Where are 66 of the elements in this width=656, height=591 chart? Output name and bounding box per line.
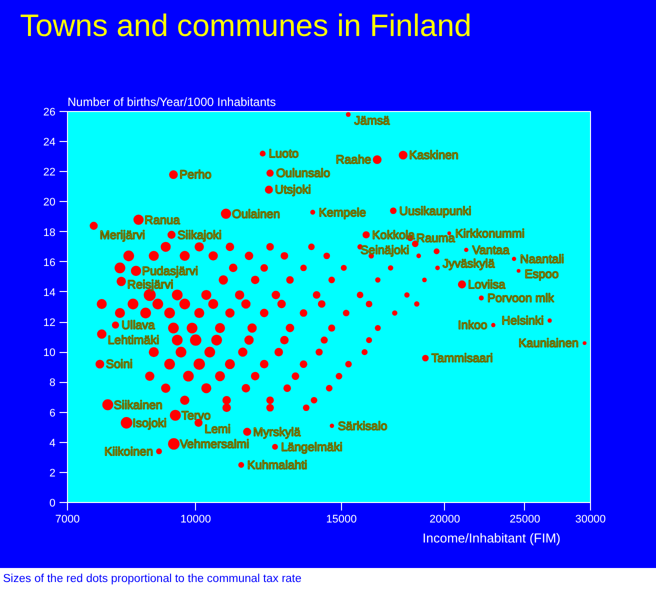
annotation: Helsinki: [502, 314, 544, 328]
annotation: Lehtimäki: [108, 333, 160, 348]
annotation: Uusikaupunki: [399, 204, 472, 218]
y-tick-label: 22: [43, 166, 56, 179]
y-tick-label: 16: [43, 256, 56, 269]
y-tick-label: 8: [49, 377, 56, 390]
annotation: Siikajoki: [178, 228, 222, 242]
annotation: Myrskylä: [253, 424, 301, 439]
text: Sizes of the red dots proportional to the communal tax rate: [3, 572, 302, 587]
annotation: Tammisaari: [431, 351, 493, 366]
y-tick-label: 0: [49, 498, 56, 510]
y-tick-label: 18: [43, 226, 56, 239]
annotation: Siikainen: [114, 398, 162, 412]
annotation: Vantaa: [472, 242, 510, 257]
annotation: Soini: [106, 357, 133, 372]
annotation: Luoto: [268, 146, 300, 161]
annotation: Porvoon mlk: [487, 290, 556, 305]
annotation: Tervo: [181, 408, 212, 422]
annotation: Naantali: [520, 252, 564, 266]
y-tick-label: 14: [43, 286, 56, 299]
annotation: Loviisa: [468, 277, 506, 292]
y-tick-label: 20: [43, 196, 56, 209]
annotation: Kiikoinen: [104, 444, 154, 458]
annotation: Merijärvi: [100, 228, 146, 242]
annotation: Längelmäki: [281, 440, 342, 454]
annotation: Vehmersalmi: [180, 436, 250, 451]
annotation: Särkisalo: [338, 418, 388, 433]
y-tick-label: 10: [43, 347, 56, 360]
annotation: Inkoo: [458, 318, 488, 332]
x-tick-label: 10000: [180, 514, 211, 526]
annotation: Espoo: [524, 266, 559, 281]
y-axis-title: Number of births/Year/1000 Inhabitants: [68, 95, 276, 109]
annotation: Rauma: [416, 230, 456, 245]
x-tick-label: 30000: [575, 514, 606, 526]
annotation: Kokkola: [372, 228, 416, 242]
x-axis-title: Income/Inhabitant (FIM): [422, 530, 560, 546]
annotation: Jyväskylä: [442, 256, 495, 270]
annotation: Ranua: [144, 212, 180, 227]
x-tick-label: 15000: [326, 514, 357, 526]
annotation: Pudasjärvi: [142, 264, 198, 278]
annotation: Kaskinen: [409, 148, 458, 162]
annotation: Kuhmalahti: [247, 458, 308, 472]
annotation: Utsjoki: [274, 182, 311, 197]
chart-title: Towns and communes in Finland: [20, 7, 472, 45]
annotation: Ullava: [121, 318, 156, 332]
annotation: Reisjärvi: [127, 277, 174, 292]
x-tick-label: 20000: [429, 514, 460, 526]
annotation: Raahe: [336, 152, 372, 167]
y-tick-label: 26: [43, 106, 56, 118]
annotation: Kauniainen: [518, 336, 579, 350]
y-tick-label: 12: [43, 317, 56, 330]
annotation: Kirkkonummi: [455, 226, 525, 240]
y-tick-label: 24: [43, 136, 56, 149]
annotation: Jämsä: [354, 114, 390, 128]
annotation: Perho: [179, 168, 212, 182]
annotation: Kempele: [318, 205, 366, 220]
annotation: Oulunsalo: [276, 166, 330, 180]
annotation: Seinäjoki: [360, 242, 410, 257]
y-tick-label: 4: [49, 437, 56, 450]
x-tick-label: 7000: [55, 514, 80, 526]
y-tick-label: 6: [49, 407, 56, 420]
annotation: Isojoki: [132, 416, 167, 430]
x-tick-label: 25000: [510, 514, 540, 526]
annotation: Lemi: [204, 422, 231, 436]
y-tick-label: 2: [49, 467, 56, 480]
annotation: Oulainen: [232, 206, 280, 221]
